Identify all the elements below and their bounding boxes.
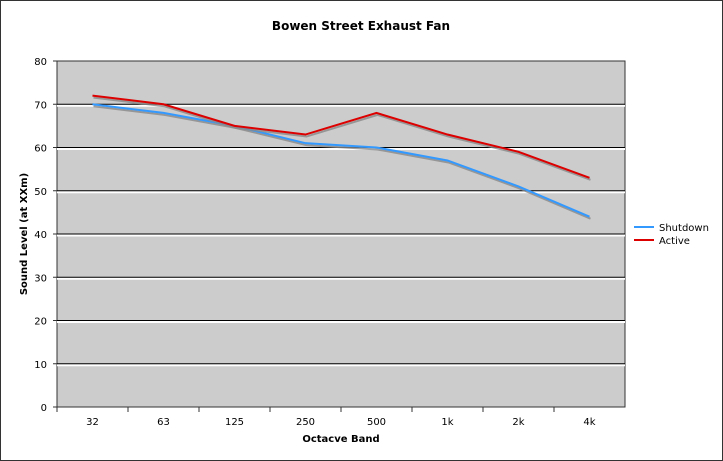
x-tick-label: 500 xyxy=(367,417,386,428)
x-tick-label: 4k xyxy=(583,417,595,428)
x-tick-label: 125 xyxy=(225,417,244,428)
x-tick-label: 1k xyxy=(441,417,453,428)
series-line-shutdown xyxy=(92,103,590,218)
legend-label: Shutdown xyxy=(659,223,709,234)
x-tick-label: 2k xyxy=(512,417,524,428)
y-tick-label: 20 xyxy=(34,317,47,328)
x-axis-label: Octacve Band xyxy=(302,434,379,445)
series-shadow xyxy=(93,96,591,181)
x-tick-label: 63 xyxy=(157,417,170,428)
x-tick-label: 250 xyxy=(296,417,315,428)
y-tick-label: 0 xyxy=(41,403,47,414)
series-shadow xyxy=(93,105,591,220)
x-tick-label: 32 xyxy=(86,417,99,428)
y-tick-label: 40 xyxy=(34,230,47,241)
y-tick-label: 70 xyxy=(34,100,47,111)
series-line-active xyxy=(92,94,590,179)
y-tick-label: 60 xyxy=(34,144,47,155)
legend-label: Active xyxy=(659,236,690,247)
y-tick-label: 80 xyxy=(34,57,47,68)
y-tick-label: 50 xyxy=(34,187,47,198)
y-tick-label: 10 xyxy=(34,360,47,371)
chart-title: Bowen Street Exhaust Fan xyxy=(272,19,450,33)
y-tick-label: 30 xyxy=(34,273,47,284)
y-axis-label: Sound Level (at XXm) xyxy=(19,173,30,295)
